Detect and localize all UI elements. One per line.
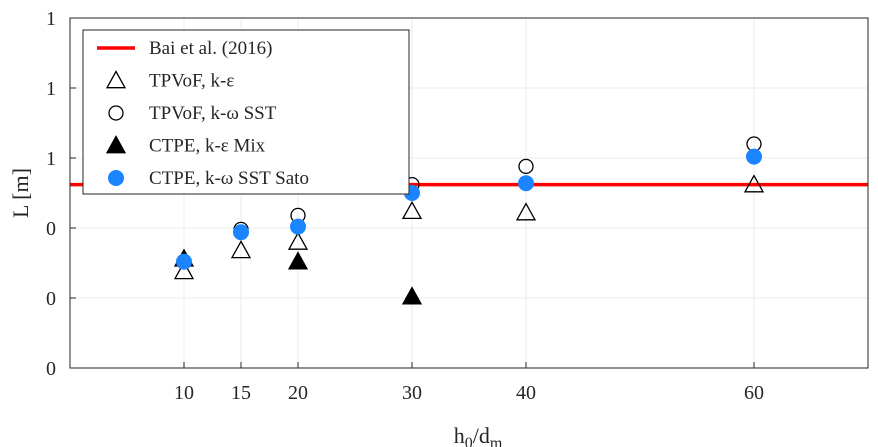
y-axis-label: L [m] xyxy=(8,168,33,218)
y-tick-label: 0 xyxy=(46,358,56,380)
x-tick-label: 10 xyxy=(174,382,194,404)
legend-label: TPVoF, k-ε xyxy=(149,71,234,92)
legend-label: Bai et al. (2016) xyxy=(149,38,272,59)
data-point-circle-filled xyxy=(290,218,306,235)
legend: Bai et al. (2016) TPVoF, k-ε TPVoF, k-ω SS… xyxy=(82,29,410,195)
data-point-triangle-open xyxy=(743,174,765,193)
legend-swatch-circle-filled xyxy=(108,170,124,186)
data-point-triangle-open xyxy=(287,231,309,250)
y-tick-label: 1 xyxy=(46,8,56,30)
data-point-circle-filled xyxy=(518,175,534,192)
x-axis-label: h0/dm xyxy=(454,423,503,447)
x-tick-label: 20 xyxy=(288,382,308,404)
x-tick-label: 40 xyxy=(516,382,536,404)
x-axis-ticks: 10 15 20 30 40 60 xyxy=(174,362,764,404)
data-points xyxy=(173,136,765,305)
legend-swatch-circle-open xyxy=(108,105,124,121)
data-point-circle-open xyxy=(518,158,534,175)
legend-label: CTPE, k-ω SST Sato xyxy=(149,168,309,189)
y-tick-label: 0 xyxy=(46,218,56,240)
data-point-triangle-open xyxy=(173,261,195,280)
data-point-triangle-open xyxy=(515,202,537,221)
data-point-circle-filled xyxy=(176,253,192,270)
y-tick-label: 0 xyxy=(46,288,56,310)
y-axis-ticks: 0 0 0 1 1 1 xyxy=(46,8,76,380)
data-point-triangle-open xyxy=(401,200,423,220)
x-tick-label: 60 xyxy=(744,382,764,404)
legend-swatch-triangle-open xyxy=(105,70,127,89)
x-tick-label: 30 xyxy=(402,382,422,404)
data-point-triangle-open xyxy=(230,240,252,259)
legend-box xyxy=(82,29,410,195)
data-point-circle-filled xyxy=(746,148,762,165)
y-tick-label: 1 xyxy=(46,78,56,100)
legend-swatch-triangle-filled xyxy=(105,135,127,154)
data-point-triangle-filled xyxy=(287,251,309,270)
x-tick-label: 15 xyxy=(231,382,251,404)
legend-label: TPVoF, k-ω SST xyxy=(149,103,277,124)
data-point-triangle-filled xyxy=(401,286,423,305)
legend-label: CTPE, k-ε Mix xyxy=(149,136,266,157)
plot-area-frame xyxy=(69,17,869,369)
data-point-circle-filled xyxy=(233,224,249,241)
y-tick-label: 1 xyxy=(46,148,56,170)
legend-items: Bai et al. (2016) TPVoF, k-ε TPVoF, k-ω SS… xyxy=(97,38,309,189)
